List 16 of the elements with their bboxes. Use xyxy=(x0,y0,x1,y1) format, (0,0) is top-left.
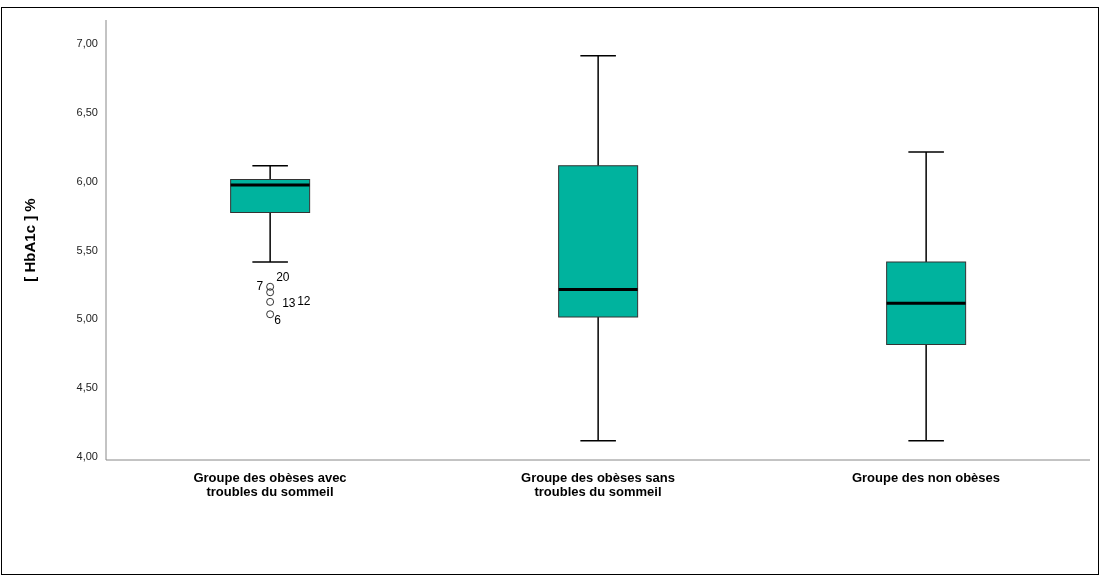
y-tick-label: 7,00 xyxy=(76,37,98,50)
annotation: 6 xyxy=(274,313,282,328)
y-tick-label: 6,50 xyxy=(76,106,98,119)
y-tick-label: 5,00 xyxy=(76,312,98,325)
y-tick-label: 4,00 xyxy=(76,449,98,462)
y-tick-label: 6,00 xyxy=(76,174,98,187)
annotation: 12 xyxy=(297,293,311,308)
y-tick-label: 4,50 xyxy=(76,381,98,394)
y-tick-label: 5,50 xyxy=(76,243,98,256)
annotation: 13 xyxy=(282,295,296,310)
x-tick-label: Groupe des obèses avec troubles du sommeil xyxy=(193,470,347,499)
annotation: 7 xyxy=(256,279,264,294)
annotation: 20 xyxy=(276,269,290,284)
y-axis-title: [ HbA1c ] % xyxy=(21,198,39,282)
x-tick-label: Groupe des non obèses xyxy=(851,470,1001,485)
x-tick-label: Groupe des obèses sans troubles du sommeil xyxy=(521,470,675,499)
